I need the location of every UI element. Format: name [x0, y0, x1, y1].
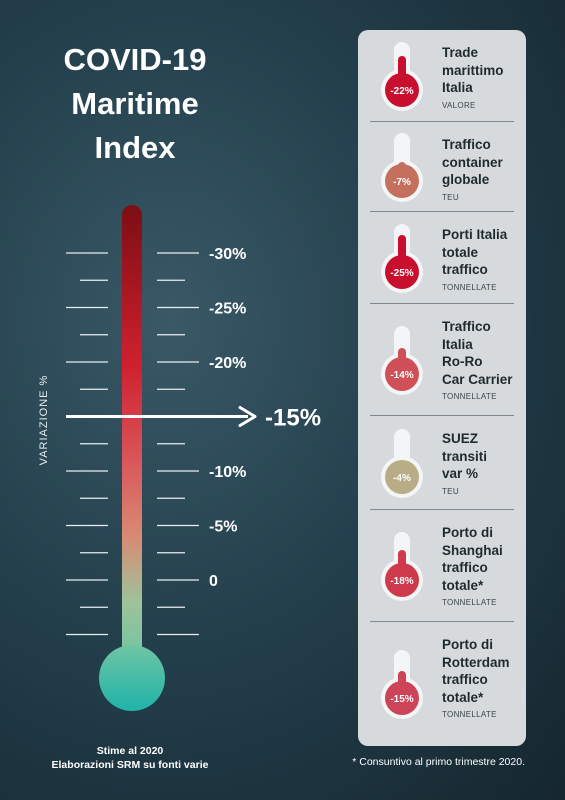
- item-title: Traffico container globale: [442, 136, 503, 189]
- bulb-value-label: -14%: [390, 370, 413, 381]
- item-title-line: totale*: [442, 689, 484, 705]
- bulb-value-label: -4%: [393, 473, 411, 484]
- item-title-line: Car Carrier: [442, 371, 513, 387]
- item-title: Porti Italia totale traffico: [442, 226, 507, 279]
- tick-label: 0: [209, 573, 218, 590]
- bulb-circle: [385, 164, 419, 198]
- title-line-1: COVID-19: [63, 42, 207, 77]
- item-title-line: traffico: [442, 672, 488, 687]
- title-line-2: Maritime: [71, 86, 199, 121]
- item-title-line: Ro-Ro: [442, 354, 483, 369]
- bulb-circle: [385, 460, 419, 494]
- item-title: Traffico Italia Ro-Ro Car Carrier: [442, 318, 513, 388]
- bulb-value-label: -18%: [390, 576, 413, 587]
- item-unit: TEU: [442, 486, 459, 496]
- item-divider: [370, 415, 514, 416]
- indicator-item: -22% Trade marittimo Italia VALORE: [358, 30, 526, 122]
- thermometer-icon: -7%: [376, 131, 428, 203]
- thermometer-icon: -4%: [376, 427, 428, 499]
- item-unit: TONNELLATE: [442, 710, 497, 719]
- bulb-value-label: -15%: [390, 694, 413, 705]
- item-title-line: var %: [442, 466, 479, 481]
- indicator-item: -15% Porto di Rotterdam traffico totale* TONN…: [358, 622, 526, 746]
- indicator-item: -14% Traffico Italia Ro-Ro Car Carrier TONNEL…: [358, 304, 526, 416]
- thermometer-icon: -14%: [376, 324, 428, 396]
- thermometer-icon: -25%: [376, 222, 428, 294]
- thermometer-icon: -18%: [376, 530, 428, 602]
- title-line-3: Index: [94, 130, 176, 165]
- indicator-item: -7% Traffico container globale TEU: [358, 122, 526, 212]
- item-title-line: container: [442, 154, 503, 170]
- footer-source: Stime al 2020 Elaborazioni SRM su fonti …: [40, 744, 220, 772]
- item-title-line: traffico: [442, 560, 488, 575]
- item-title-line: totale*: [442, 577, 484, 593]
- item-title-line: Italia: [442, 336, 473, 352]
- bulb-circle: [385, 563, 419, 597]
- item-title-line: Traffico: [442, 319, 491, 334]
- bulb-value-label: -25%: [390, 268, 413, 279]
- bulb-value-label: -7%: [393, 177, 411, 188]
- item-divider: [370, 303, 514, 304]
- tick-label: -5%: [209, 519, 237, 536]
- thermometer-tube: [122, 205, 142, 665]
- indicator-item: -18% Porto di Shanghai traffico totale* TONNE…: [358, 510, 526, 622]
- item-unit: TONNELLATE: [442, 392, 497, 401]
- tick-label: -30%: [209, 246, 246, 263]
- item-title: Porto di Shanghai traffico totale*: [442, 524, 503, 594]
- arrow-icon: [238, 406, 257, 427]
- item-title: SUEZ transiti var %: [442, 430, 487, 483]
- item-title: Porto di Rotterdam traffico totale*: [442, 636, 510, 706]
- footer-line-2: Elaborazioni SRM su fonti varie: [51, 759, 209, 771]
- thermometer-chart: -30% -25% -20% -10% -5% 0 -15%: [66, 205, 321, 711]
- tick-label: -25%: [209, 301, 246, 318]
- item-unit: TONNELLATE: [442, 598, 497, 607]
- item-title-line: Porto di: [442, 637, 493, 652]
- item-title-line: SUEZ: [442, 431, 479, 446]
- indicator-panel: -22% Trade marittimo Italia VALORE -7% Traffic…: [358, 30, 526, 746]
- item-title-line: Traffico: [442, 137, 491, 152]
- item-divider: [370, 211, 514, 212]
- thermometer-bulb: [99, 645, 165, 711]
- page-title: COVID-19 Maritime Index: [30, 38, 240, 170]
- axis-label: VARIAZIONE %: [38, 374, 50, 466]
- tick-label: -10%: [209, 464, 246, 481]
- item-title-line: totale: [442, 244, 479, 260]
- item-title: Trade marittimo Italia: [442, 44, 504, 97]
- bulb-value-label: -22%: [390, 86, 413, 97]
- bulb-circle: [385, 73, 419, 107]
- item-title-line: traffico: [442, 262, 488, 277]
- thermometer-icon: -22%: [376, 40, 428, 112]
- item-title-line: transiti: [442, 448, 488, 464]
- footer-line-1: Stime al 2020: [96, 745, 164, 757]
- item-divider: [370, 621, 514, 622]
- item-title-line: Trade: [442, 45, 479, 60]
- bulb-circle: [385, 255, 419, 289]
- item-unit: TEU: [442, 192, 459, 202]
- indicator-item: -4% SUEZ transiti var % TEU: [358, 416, 526, 510]
- item-title-line: Italia: [442, 80, 473, 95]
- item-divider: [370, 121, 514, 122]
- item-title-line: Shanghai: [442, 542, 503, 558]
- item-title-line: Porto di: [442, 525, 493, 540]
- tick-label: -20%: [209, 355, 246, 372]
- item-title-line: marittimo: [442, 62, 504, 78]
- item-title-line: Porti Italia: [442, 227, 508, 242]
- indicator-label: -15%: [265, 405, 321, 432]
- item-title-line: globale: [442, 172, 490, 187]
- item-unit: VALORE: [442, 100, 476, 110]
- bulb-circle: [385, 357, 419, 391]
- footer-note: * Consuntivo al primo trimestre 2020.: [352, 756, 525, 768]
- item-divider: [370, 509, 514, 510]
- thermometer-icon: -15%: [376, 648, 428, 720]
- item-unit: TONNELLATE: [442, 282, 497, 292]
- item-title-line: Rotterdam: [442, 654, 510, 670]
- indicator-item: -25% Porti Italia totale traffico TONNELLATE: [358, 212, 526, 304]
- bulb-circle: [385, 681, 419, 715]
